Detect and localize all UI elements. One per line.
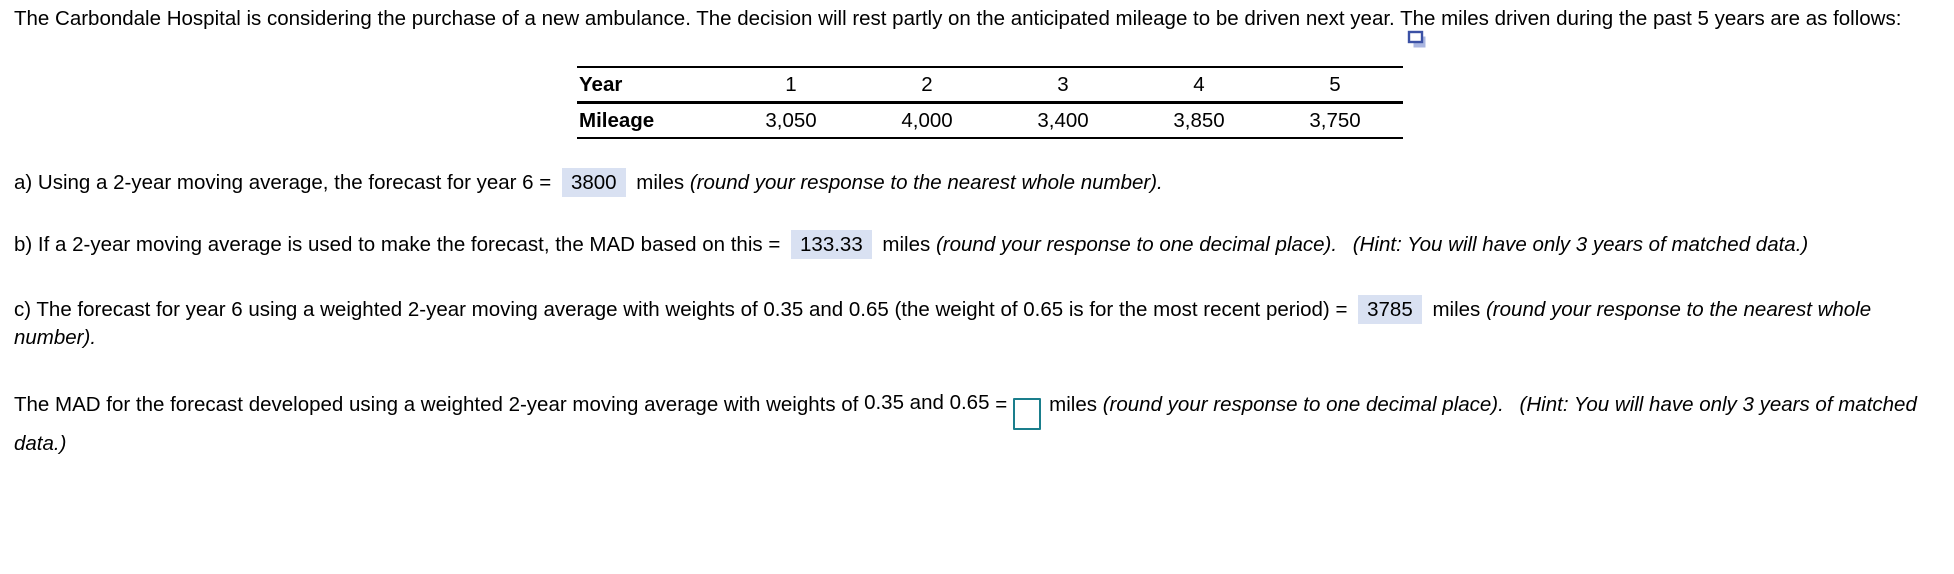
mileage-row-label: Mileage (579, 109, 655, 132)
question-page: The Carbondale Hospital is considering t… (14, 7, 1948, 457)
mileage-cell: 3,750 (1309, 109, 1361, 132)
mileage-table-container: Year 1 2 3 4 5 Mileage 3,050 4,000 3,400… (577, 30, 1426, 139)
problem-statement: The Carbondale Hospital is considering t… (14, 7, 1902, 30)
part-c-answer-field[interactable]: 3785 (1358, 295, 1422, 324)
part-d-hint: (Hint: You will have only 3 years of mat… (14, 393, 1917, 455)
mileage-cell: 3,850 (1173, 109, 1225, 132)
part-c-unit: miles (1432, 298, 1481, 321)
year-cell: 1 (785, 73, 797, 96)
year-cell: 4 (1193, 73, 1205, 96)
part-b: b) If a 2-year moving average is used to… (14, 230, 1948, 259)
table-row: Year 1 2 3 4 5 (577, 67, 1403, 103)
part-b-hint: (Hint: You will have only 3 years of mat… (1352, 233, 1809, 256)
part-d-equals: = (995, 393, 1008, 416)
part-c-rounding-note: (round your response to the nearest whol… (14, 298, 1872, 349)
table-row: Mileage 3,050 4,000 3,400 3,850 3,750 (577, 103, 1403, 139)
part-a-text: a) Using a 2-year moving average, the fo… (14, 171, 552, 194)
part-b-unit: miles (882, 233, 931, 256)
part-a-unit: miles (636, 171, 685, 194)
year-cell: 2 (921, 73, 933, 96)
mileage-cell: 4,000 (901, 109, 953, 132)
mileage-cell: 3,400 (1037, 109, 1089, 132)
part-b-rounding-note: (round your response to one decimal plac… (935, 233, 1338, 256)
part-a-rounding-note: (round your response to the nearest whol… (689, 171, 1163, 194)
part-c: c) The forecast for year 6 using a weigh… (14, 295, 1948, 351)
part-a-answer-field[interactable]: 3800 (561, 168, 626, 197)
year-row-label: Year (579, 73, 623, 96)
part-d-answer-input[interactable] (1013, 398, 1042, 430)
part-a: a) Using a 2-year moving average, the fo… (14, 168, 1948, 197)
year-cell: 3 (1057, 73, 1069, 96)
part-d: The MAD for the forecast developed using… (14, 391, 1948, 457)
mileage-cell: 3,050 (765, 109, 817, 132)
mileage-table: Year 1 2 3 4 5 Mileage 3,050 4,000 3,400… (577, 66, 1403, 139)
year-cell: 5 (1329, 73, 1341, 96)
part-d-rounding-note: (round your response to one decimal plac… (1102, 393, 1504, 416)
copy-table-icon[interactable] (1407, 30, 1429, 50)
part-c-text: c) The forecast for year 6 using a weigh… (14, 298, 1348, 321)
part-d-unit: miles (1049, 393, 1098, 416)
part-d-weights: 0.35 and 0.65 (864, 391, 990, 414)
part-b-answer-field[interactable]: 133.33 (791, 230, 872, 259)
part-b-text: b) If a 2-year moving average is used to… (14, 233, 781, 256)
part-d-text: The MAD for the forecast developed using… (14, 393, 859, 416)
